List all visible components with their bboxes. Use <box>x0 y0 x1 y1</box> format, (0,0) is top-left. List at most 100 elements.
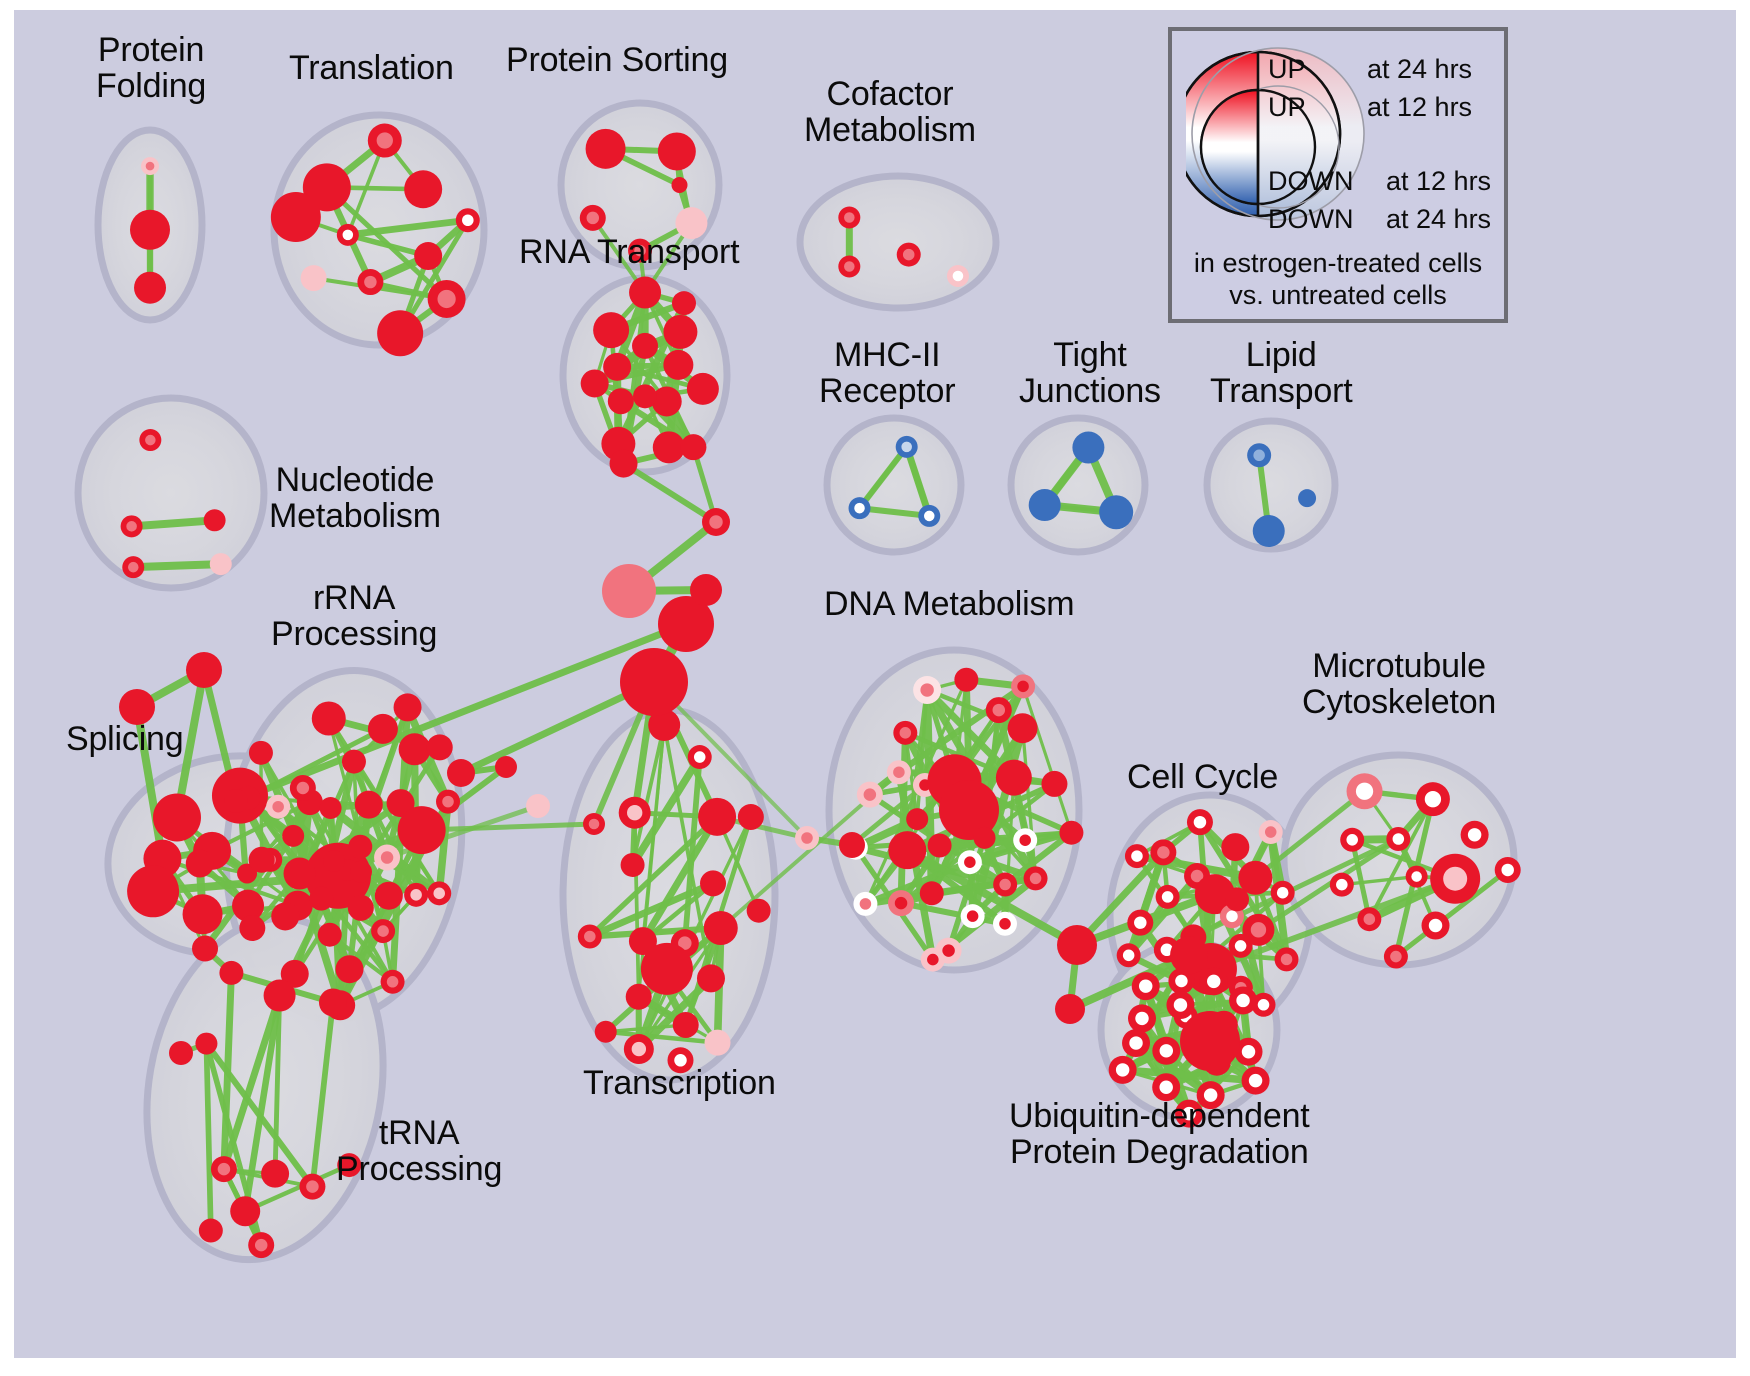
network-edge <box>898 900 1009 927</box>
network-node <box>248 846 275 873</box>
network-node <box>663 314 698 349</box>
network-node <box>667 1047 694 1074</box>
network-node <box>1199 967 1228 996</box>
network-node <box>993 872 1018 897</box>
network-node <box>1011 674 1036 699</box>
network-node <box>703 910 738 945</box>
network-node <box>377 310 424 357</box>
network-node <box>620 648 688 716</box>
network-node <box>1340 827 1365 852</box>
network-node <box>224 789 248 813</box>
network-node <box>1186 809 1213 836</box>
network-node <box>1055 994 1085 1024</box>
cluster-label-cofactor-metabolism: Cofactor Metabolism <box>804 75 976 150</box>
network-edge <box>637 815 753 1051</box>
network-node <box>270 192 321 243</box>
network-node <box>1099 495 1134 530</box>
network-edge <box>639 813 721 945</box>
network-node <box>680 434 707 461</box>
network-node <box>1415 782 1450 817</box>
network-node <box>893 720 918 745</box>
network-node <box>349 860 372 883</box>
cluster-label-lipid-transport: Lipid Transport <box>1210 336 1353 411</box>
cluster-label-cell-cycle: Cell Cycle <box>1127 758 1279 796</box>
network-node <box>219 960 244 985</box>
network-edge <box>640 881 716 944</box>
network-edge <box>620 460 719 525</box>
network-node <box>495 756 517 778</box>
network-node <box>580 369 609 398</box>
network-node <box>652 431 685 464</box>
legend-node-diagram <box>1186 47 1365 221</box>
network-node <box>675 207 708 240</box>
network-node <box>1059 820 1084 845</box>
network-node <box>404 170 443 209</box>
network-node <box>1421 911 1450 940</box>
legend-state-3: DOWN <box>1268 204 1354 234</box>
network-node <box>341 749 366 774</box>
network-node <box>1072 431 1105 464</box>
network-node <box>1229 986 1258 1015</box>
network-node <box>1155 884 1180 909</box>
network-node <box>1242 913 1275 946</box>
network-node <box>1196 1081 1225 1110</box>
network-node <box>1386 827 1411 852</box>
network-edge <box>1066 951 1194 1013</box>
network-edge <box>242 1162 352 1214</box>
network-node <box>169 1041 193 1065</box>
network-node <box>918 504 941 527</box>
network-node <box>263 979 296 1012</box>
network-node <box>354 790 383 819</box>
network-node <box>119 689 155 725</box>
network-node <box>386 789 415 818</box>
network-node <box>1007 713 1038 744</box>
network-node <box>398 733 431 766</box>
network-node <box>323 850 346 873</box>
network-node <box>939 780 999 840</box>
cluster-label-transcription: Transcription <box>583 1064 776 1102</box>
network-node <box>232 889 265 922</box>
network-node <box>455 208 480 233</box>
network-node <box>853 891 878 916</box>
network-node <box>886 760 911 785</box>
cluster-label-rrna-processing: rRNA Processing <box>271 579 438 654</box>
network-edge <box>862 858 974 908</box>
network-node <box>198 1218 223 1243</box>
network-node <box>371 919 396 944</box>
network-node <box>960 904 985 929</box>
network-node <box>280 959 309 988</box>
network-node <box>414 242 443 271</box>
network-node <box>1357 907 1382 932</box>
network-node <box>230 1196 261 1227</box>
network-node <box>1298 489 1317 508</box>
network-node <box>985 697 1012 724</box>
network-node <box>139 429 162 452</box>
network-node <box>946 265 969 288</box>
network-edge <box>628 753 704 869</box>
network-node <box>397 806 446 855</box>
network-edge <box>203 1040 316 1190</box>
cluster-label-splicing: Splicing <box>66 720 184 758</box>
network-node <box>888 831 927 870</box>
network-node <box>337 1153 362 1178</box>
network-node <box>427 881 452 906</box>
network-node <box>954 667 979 692</box>
legend-time-0: at 24 hrs <box>1367 54 1473 84</box>
network-node <box>629 276 662 309</box>
network-edge <box>604 1023 688 1034</box>
network-node <box>1166 991 1195 1020</box>
network-edge <box>172 666 208 822</box>
network-node <box>1234 1037 1263 1066</box>
network-canvas: Protein Folding Translation Protein Sortin… <box>14 10 1736 1358</box>
network-edge <box>129 560 225 572</box>
network-node <box>920 947 945 972</box>
network-edge <box>630 723 667 867</box>
network-node <box>1383 944 1408 969</box>
network-edge <box>352 759 442 896</box>
network-node <box>186 652 222 688</box>
network-edge <box>457 678 658 777</box>
network-node <box>657 132 696 171</box>
network-node <box>1168 968 1195 995</box>
legend-footer-line2: vs. untreated cells <box>1229 280 1447 310</box>
network-edge <box>586 879 717 940</box>
